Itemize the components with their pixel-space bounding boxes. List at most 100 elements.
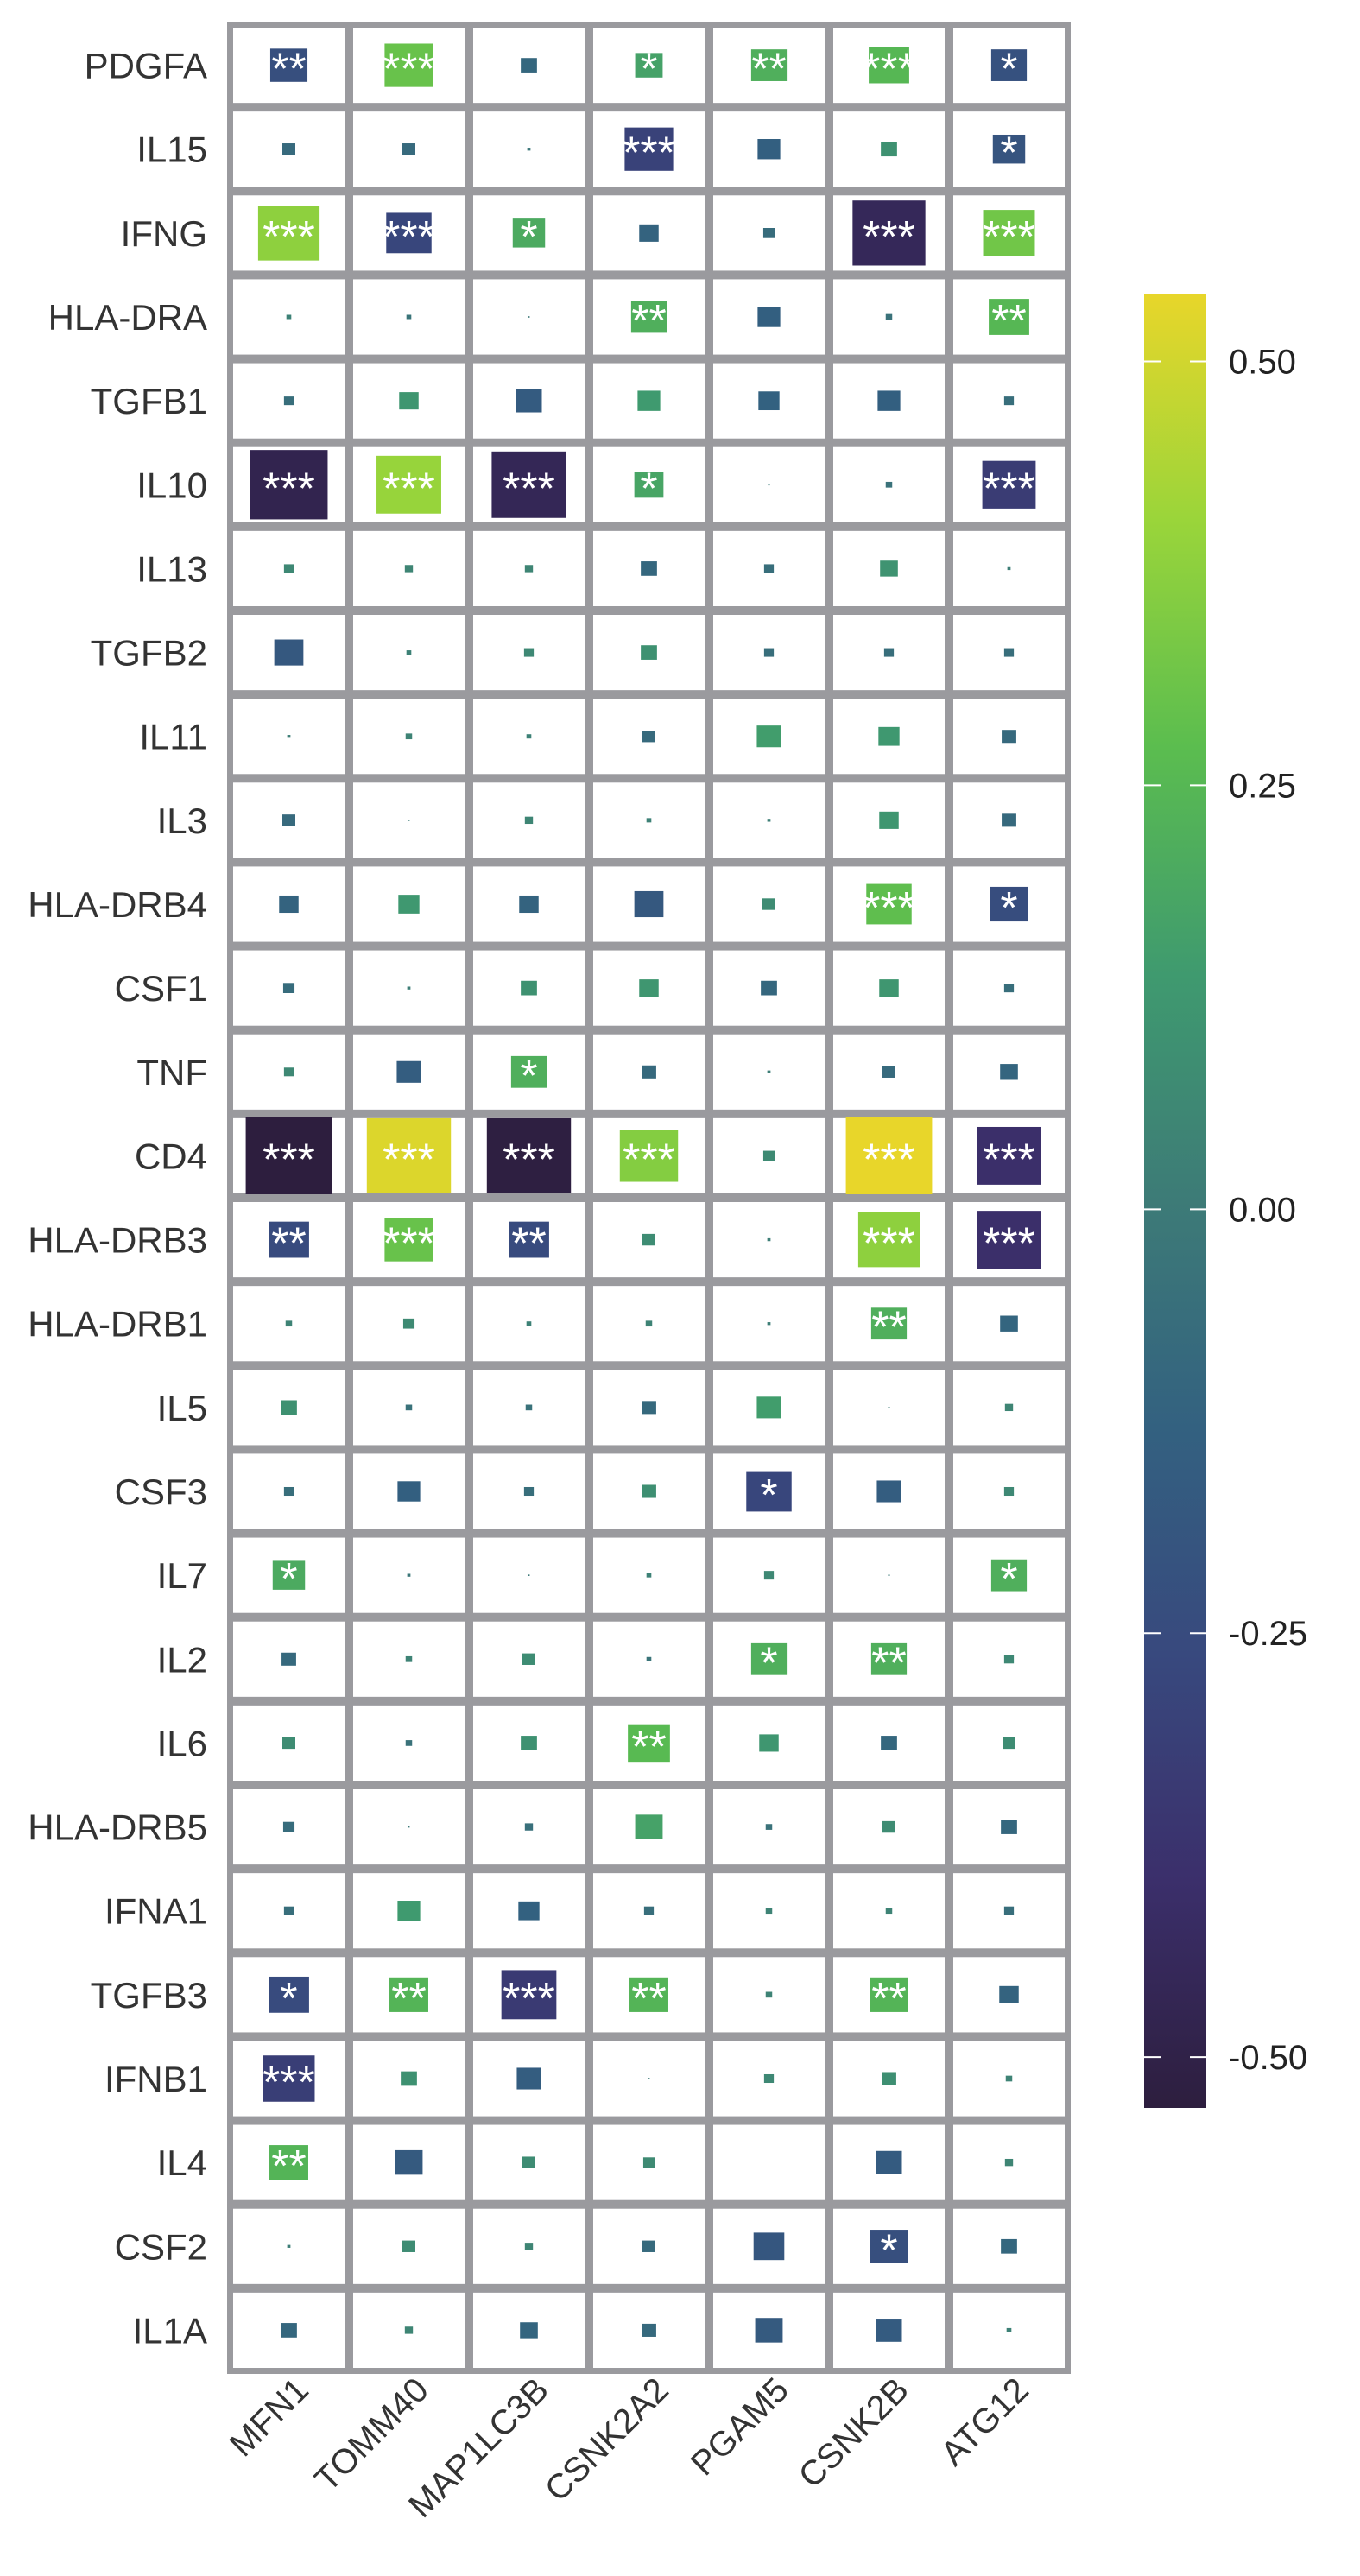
row-labels: PDGFA IL15 IFNG HLA-DRA TGFB1 IL10 IL13 TGFB2 IL…: [28, 46, 207, 2351]
correlation-square: [880, 560, 898, 577]
heatmap-cell: [233, 1705, 345, 1781]
heatmap-cell: [833, 615, 945, 691]
correlation-square: [619, 1130, 679, 1182]
heatmap-cell: [233, 2292, 345, 2368]
correlation-square: [518, 1901, 540, 1921]
correlation-square: [882, 1066, 895, 1078]
heatmap-cell: ***: [353, 1202, 465, 1278]
correlation-square: [523, 648, 535, 657]
correlation-square: [870, 2230, 908, 2263]
significance-stars: **: [271, 1219, 306, 1269]
colorbar-tick-label: -0.50: [1229, 2039, 1307, 2077]
row-label: CD4: [135, 1136, 207, 1176]
significance-stars: ***: [983, 1135, 1035, 1185]
colorbar-gradient: [1144, 294, 1206, 2108]
heatmap-cell: [233, 950, 345, 1026]
heatmap-cell: **: [833, 1957, 945, 2033]
significance-stars: *: [1000, 883, 1017, 934]
correlation-square: [630, 301, 667, 333]
heatmap-cell: [953, 615, 1065, 691]
heatmap-cell: **: [593, 1705, 705, 1781]
correlation-square: [1000, 1315, 1018, 1332]
correlation-square: [399, 392, 419, 410]
heatmap-cell: *: [593, 446, 705, 522]
heatmap-cell: **: [233, 1202, 345, 1278]
heatmap-cell: ***: [473, 1117, 585, 1193]
correlation-square: [977, 1126, 1041, 1185]
correlation-square: [407, 1573, 411, 1577]
row-label: CSF2: [115, 2226, 207, 2267]
significance-stars: **: [871, 1303, 906, 1353]
heatmap-cell: [473, 1873, 585, 1949]
heatmap-cell: ***: [833, 195, 945, 271]
heatmap-cell: **: [233, 28, 345, 104]
heatmap-cell: [593, 2208, 705, 2284]
heatmap-cell: [233, 1453, 345, 1529]
heatmap-cell: [473, 2124, 585, 2200]
correlation-square: [512, 218, 546, 248]
row-label: IL6: [157, 1723, 207, 1763]
heatmap-cell: [233, 530, 345, 606]
correlation-square: [384, 1218, 433, 1262]
correlation-square: [642, 1401, 656, 1415]
heatmap-cell: *: [713, 1621, 825, 1697]
correlation-square: [877, 390, 901, 411]
correlation-square: [643, 1906, 655, 1915]
heatmap-cell: [833, 1453, 945, 1529]
heatmap-cell: [833, 2292, 945, 2368]
correlation-square: [396, 1060, 421, 1083]
correlation-square: [765, 1991, 773, 1998]
heatmap-cell: [353, 1286, 465, 1362]
heatmap-cell: [953, 1453, 1065, 1529]
significance-stars: *: [640, 45, 657, 95]
correlation-square: [406, 314, 412, 320]
correlation-square: [763, 1571, 775, 1580]
correlation-square: [376, 455, 441, 514]
heatmap-cell: ***: [473, 1957, 585, 2033]
heatmap-cell: [473, 279, 585, 355]
heatmap-cell: [593, 699, 705, 775]
heatmap-cell: [593, 1621, 705, 1697]
correlation-square: [524, 816, 534, 825]
heatmap-cell: *: [953, 1537, 1065, 1613]
heatmap-cell: [953, 1370, 1065, 1446]
heatmap-cell: [713, 2041, 825, 2117]
correlation-square: [879, 811, 899, 829]
correlation-square: [756, 725, 781, 748]
row-label: IL2: [157, 1639, 207, 1680]
correlation-square: [486, 1117, 572, 1193]
correlation-square: [282, 1737, 295, 1750]
heatmap-cell: ***: [593, 111, 705, 187]
correlation-square: [527, 148, 531, 151]
correlation-square: [521, 1736, 537, 1750]
correlation-square: [852, 200, 926, 266]
correlation-square: [250, 450, 328, 520]
column-label: MFN1: [223, 2370, 316, 2464]
correlation-square: [283, 1486, 294, 1497]
significance-stars: **: [271, 2142, 306, 2192]
correlation-square: [402, 2240, 415, 2252]
correlation-square: [408, 1826, 410, 1828]
row-label: HLA-DRA: [48, 297, 207, 338]
correlation-square: [761, 980, 777, 996]
correlation-square: [767, 1322, 771, 1326]
correlation-square: [281, 2323, 297, 2338]
heatmap-cell: [233, 2208, 345, 2284]
heatmap-cell: [953, 2041, 1065, 2117]
significance-stars: **: [511, 1219, 546, 1269]
correlation-square: [263, 2055, 315, 2102]
row-label: TNF: [136, 1052, 207, 1092]
heatmap-cell: ***: [833, 1202, 945, 1278]
heatmap-cell: [833, 1873, 945, 1949]
heatmap-cell: [713, 1286, 825, 1362]
heatmap-cell: *: [233, 1957, 345, 2033]
correlation-square: [990, 886, 1028, 922]
heatmap-cell: [713, 1873, 825, 1949]
correlation-square: [635, 1814, 663, 1839]
correlation-square: [272, 1560, 306, 1590]
heatmap-cell: [713, 1202, 825, 1278]
row-label: TGFB2: [91, 633, 207, 674]
heatmap-cell: [473, 1621, 585, 1697]
heatmap-cell: *: [233, 1537, 345, 1613]
